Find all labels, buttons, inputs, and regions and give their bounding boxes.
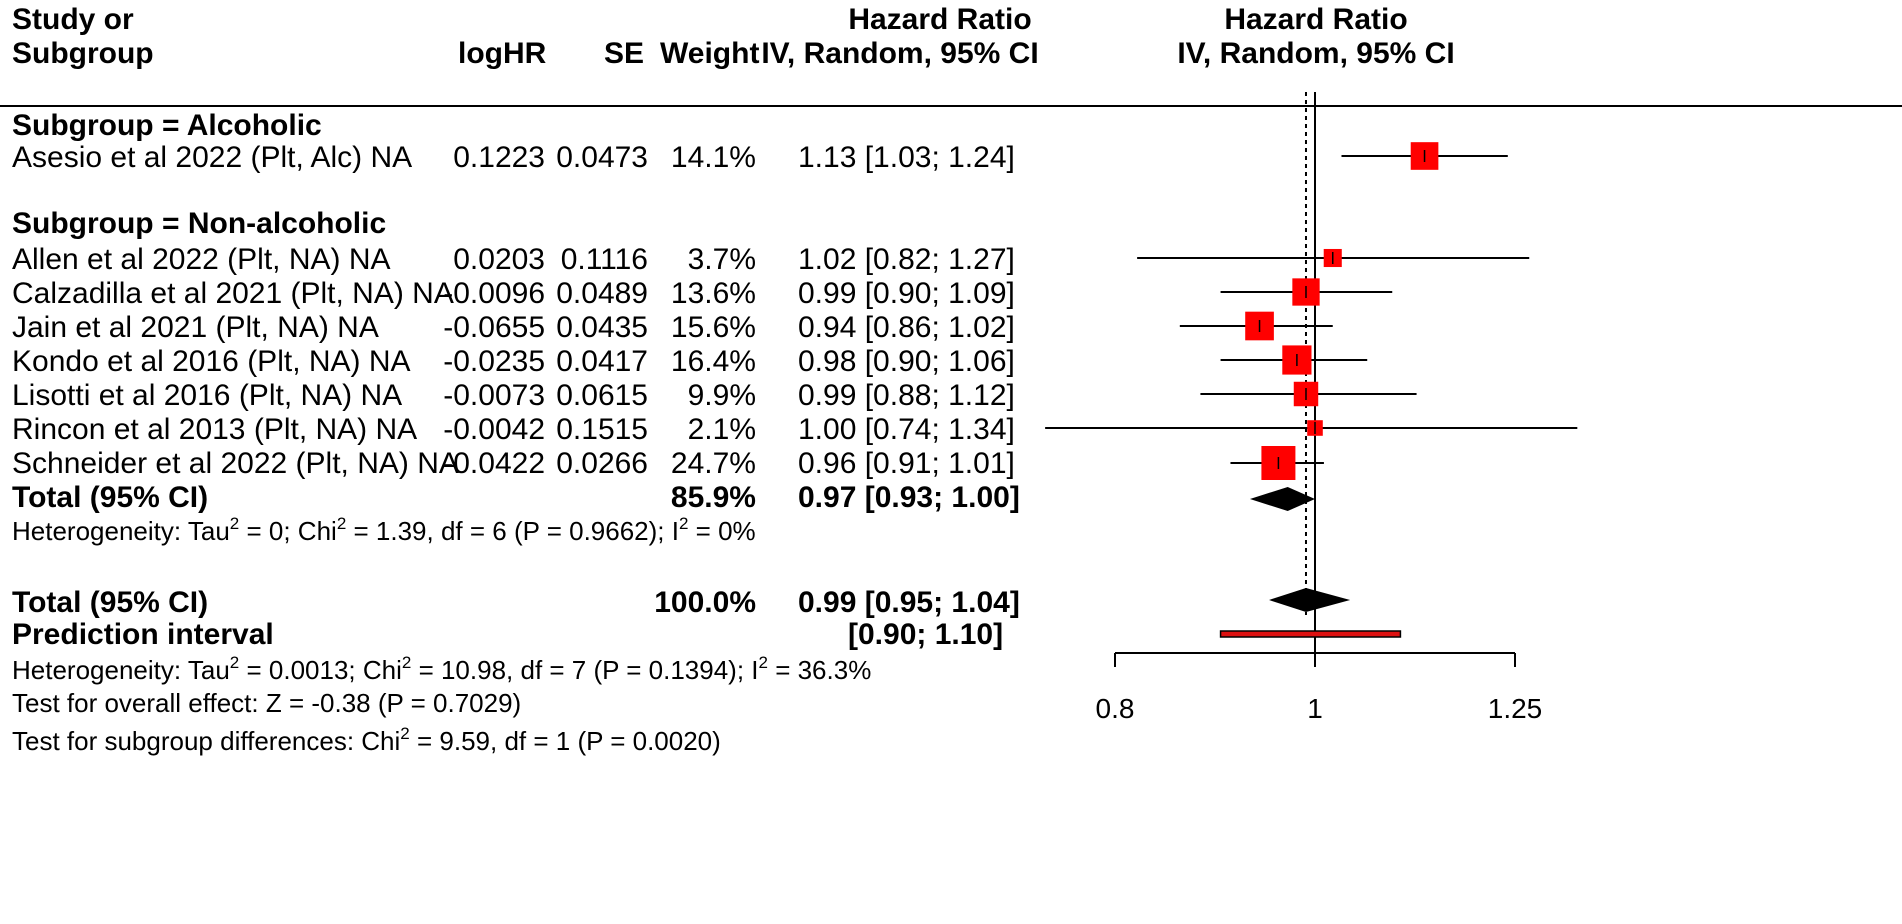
se-value: 0.0473 — [556, 141, 648, 174]
study-name: Schneider et al 2022 (Plt, NA) NA — [12, 447, 459, 480]
het-text: = 9.59, df = 1 (P = 0.0020) — [409, 726, 721, 756]
se-value: 0.0615 — [556, 379, 648, 412]
overall-effect-test: Test for overall effect: Z = -0.38 (P = … — [12, 688, 522, 718]
het-text: Heterogeneity: Tau — [12, 516, 230, 546]
header-hr-column: Hazard Ratio IV, Random, 95% CI — [760, 3, 1040, 71]
ci-value: 0.98 [0.90; 1.06] — [798, 345, 1015, 378]
subgroup-title-nonalcoholic: Subgroup = Non-alcoholic — [12, 207, 387, 240]
header-weight: Weight — [660, 37, 760, 70]
het-sup: 2 — [229, 653, 240, 672]
weight-value: 14.1% — [670, 141, 756, 174]
header-loghr: logHR — [458, 37, 547, 70]
prediction-interval-bar — [1219, 630, 1402, 638]
weight-value: 13.6% — [670, 277, 756, 310]
ci-value: 0.99 [0.90; 1.09] — [798, 277, 1015, 310]
study-name: Lisotti et al 2016 (Plt, NA) NA — [12, 379, 403, 412]
overall-heterogeneity: Heterogeneity: Tau2 = 0.0013; Chi2 = 10.… — [12, 653, 872, 685]
loghr-value: -0.0073 — [443, 379, 545, 412]
weight-value: 9.9% — [687, 379, 756, 412]
loghr-value: -0.0422 — [443, 447, 545, 480]
header-study-line2: Subgroup — [12, 37, 154, 70]
het-sup: 2 — [400, 724, 410, 743]
header-plot-column: Hazard Ratio IV, Random, 95% CI — [1176, 3, 1456, 71]
study-name: Allen et al 2022 (Plt, NA) NA — [12, 243, 391, 276]
subgroup-total-diamond — [1249, 487, 1315, 511]
het-text: Test for subgroup differences: Chi — [12, 726, 401, 756]
header-rule — [0, 105, 1902, 107]
ci-value: 0.99 [0.88; 1.12] — [798, 379, 1015, 412]
header-hr-line2: IV, Random, 95% CI — [761, 37, 1039, 70]
weight-value: 2.1% — [687, 413, 756, 446]
het-sup: 2 — [336, 514, 347, 533]
subgroup-difference-test: Test for subgroup differences: Chi2 = 9.… — [12, 724, 721, 756]
het-text: = 0.0013; Chi — [239, 655, 402, 685]
subgroup-title-alcoholic: Subgroup = Alcoholic — [12, 109, 322, 142]
header-hr-line1: Hazard Ratio — [848, 3, 1032, 36]
loghr-value: -0.0096 — [443, 277, 545, 310]
het-sup: 2 — [678, 514, 689, 533]
header-plot-line1: Hazard Ratio — [1224, 3, 1408, 36]
study-name: Asesio et al 2022 (Plt, Alc) NA — [12, 141, 413, 174]
se-value: 0.0435 — [556, 311, 648, 344]
het-text: = 0% — [688, 516, 756, 546]
ci-value: 1.02 [0.82; 1.27] — [798, 243, 1015, 276]
se-value: 0.1515 — [556, 413, 648, 446]
x-tick-label: 1 — [1307, 693, 1323, 724]
overall-total-label: Total (95% CI) — [12, 586, 209, 619]
overall-total-weight: 100.0% — [654, 586, 756, 619]
ci-value: 1.13 [1.03; 1.24] — [798, 141, 1015, 174]
se-value: 0.0489 — [556, 277, 648, 310]
weight-value: 3.7% — [687, 243, 756, 276]
subgroup-total-weight: 85.9% — [670, 481, 756, 514]
weight-value: 24.7% — [670, 447, 756, 480]
prediction-interval-label: Prediction interval — [12, 618, 274, 651]
het-text: = 1.39, df = 6 (P = 0.9662); I — [346, 516, 679, 546]
study-name: Jain et al 2021 (Plt, NA) NA — [12, 311, 379, 344]
het-sup: 2 — [229, 514, 240, 533]
weight-value: 15.6% — [670, 311, 756, 344]
ci-value: 1.00 [0.74; 1.34] — [798, 413, 1015, 446]
header-study-line1: Study or — [12, 3, 134, 36]
ci-value: 0.96 [0.91; 1.01] — [798, 447, 1015, 480]
loghr-value: -0.0235 — [443, 345, 545, 378]
loghr-value: 0.1223 — [453, 141, 545, 174]
loghr-value: -0.0655 — [443, 311, 545, 344]
subgroup-heterogeneity: Heterogeneity: Tau2 = 0; Chi2 = 1.39, df… — [12, 514, 756, 546]
x-tick-label: 1.25 — [1488, 693, 1543, 724]
study-name: Rincon et al 2013 (Plt, NA) NA — [12, 413, 418, 446]
se-value: 0.1116 — [560, 243, 648, 276]
het-text: Heterogeneity: Tau — [12, 655, 230, 685]
study-name: Kondo et al 2016 (Plt, NA) NA — [12, 345, 411, 378]
subgroup-total-label: Total (95% CI) — [12, 481, 209, 514]
study-name: Calzadilla et al 2021 (Plt, NA) NA — [12, 277, 454, 310]
header-plot-line2: IV, Random, 95% CI — [1177, 37, 1455, 70]
loghr-value: -0.0042 — [443, 413, 545, 446]
ci-value: 0.94 [0.86; 1.02] — [798, 311, 1015, 344]
het-text: = 36.3% — [767, 655, 872, 685]
het-sup: 2 — [401, 653, 412, 672]
weight-value: 16.4% — [670, 345, 756, 378]
header-study: Study or Subgroup — [12, 3, 154, 71]
loghr-value: 0.0203 — [453, 243, 545, 276]
prediction-interval-ci: [0.90; 1.10] — [848, 618, 1004, 651]
x-tick-label: 0.8 — [1096, 693, 1135, 724]
het-sup: 2 — [758, 653, 768, 672]
overall-total-ci: 0.99 [0.95; 1.04] — [798, 586, 1020, 619]
header-se: SE — [604, 37, 645, 70]
subgroup-total-ci: 0.97 [0.93; 1.00] — [798, 481, 1020, 514]
se-value: 0.0417 — [556, 345, 648, 378]
se-value: 0.0266 — [556, 447, 648, 480]
overall-total-diamond — [1269, 588, 1351, 612]
het-text: = 0; Chi — [239, 516, 337, 546]
het-text: = 10.98, df = 7 (P = 0.1394); I — [411, 655, 759, 685]
